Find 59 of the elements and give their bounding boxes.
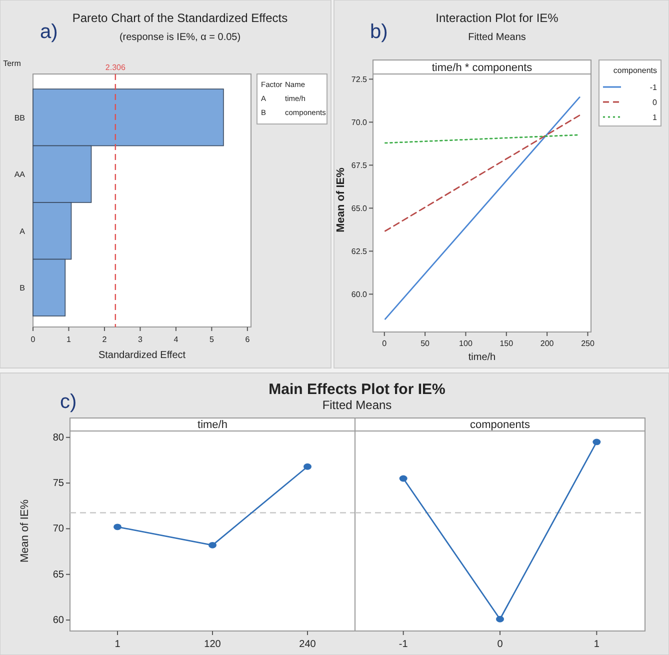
y-tick-label: BB — [14, 113, 25, 122]
text: 0 — [652, 98, 658, 107]
text: -1 — [650, 83, 658, 92]
chart-title: Main Effects Plot for IE% — [268, 381, 446, 398]
x-tick-label: 3 — [138, 335, 143, 344]
x-tick-label: 0 — [382, 339, 388, 348]
x-tick-label: 240 — [299, 639, 316, 650]
y-tick-label: 80 — [52, 432, 64, 444]
chart-subtitle: (response is IE%, α = 0.05) — [119, 32, 241, 43]
x-tick-label: 2 — [102, 335, 108, 344]
y-tick-label: 75 — [52, 478, 64, 490]
x-tick-label: 120 — [204, 639, 222, 650]
text: 1 — [652, 113, 658, 122]
y-tick-label: 72.5 — [351, 75, 368, 84]
x-tick-label: 150 — [500, 339, 514, 348]
y-tick-label: 60.0 — [351, 290, 368, 300]
y-tick-label: 62.5 — [351, 247, 368, 256]
text: time/h — [198, 419, 228, 431]
text: a) — [40, 21, 58, 43]
chart-title: Interaction Plot for IE% — [436, 11, 559, 25]
chart-subtitle: Fitted Means — [468, 32, 526, 43]
y-tick-label: 70 — [52, 524, 64, 535]
chart-title: Pareto Chart of the Standardized Effects — [72, 11, 288, 25]
x-tick-label: 4 — [174, 335, 179, 344]
y-tick-label: 65.0 — [351, 204, 368, 214]
x-tick-label: 0 — [30, 335, 36, 344]
y-tick-label: 67.5 — [351, 161, 368, 170]
ref-line-label: 2.306 — [105, 63, 126, 72]
y-tick-label: 60 — [52, 615, 64, 626]
x-tick-label: 200 — [540, 339, 554, 348]
y-axis-title: Term — [3, 59, 22, 68]
x-tick-label: -1 — [398, 639, 408, 650]
x-tick-label: 5 — [209, 335, 214, 344]
chart-subtitle: Fitted Means — [322, 398, 392, 412]
y-tick-label: 70.0 — [351, 118, 368, 128]
y-tick-label: A — [20, 226, 26, 236]
x-tick-label: 6 — [245, 335, 250, 344]
x-tick-label: 0 — [497, 639, 504, 650]
text: c) — [60, 391, 77, 413]
point — [114, 524, 122, 530]
legend-title: components — [613, 66, 657, 75]
point — [208, 542, 216, 548]
y-axis-title: Mean of IE% — [335, 167, 347, 232]
x-tick-label: 1 — [66, 335, 72, 344]
y-tick-label: AA — [14, 170, 26, 180]
y-tick-label: 65 — [52, 569, 64, 580]
x-tick-label: 1 — [594, 639, 600, 650]
y-axis-title: Mean of IE% — [19, 499, 31, 562]
text: components — [470, 419, 530, 431]
point — [304, 463, 312, 470]
x-tick-label: 250 — [581, 339, 595, 348]
text: b) — [370, 21, 388, 43]
text: time/h * components — [432, 62, 533, 74]
x-axis-title: Standardized Effect — [98, 350, 186, 361]
x-tick-label: 100 — [459, 339, 473, 348]
y-tick-label: B — [20, 284, 25, 293]
x-tick-label: 1 — [114, 639, 121, 650]
x-axis-title: time/h — [468, 352, 496, 363]
x-tick-label: 50 — [420, 339, 430, 348]
